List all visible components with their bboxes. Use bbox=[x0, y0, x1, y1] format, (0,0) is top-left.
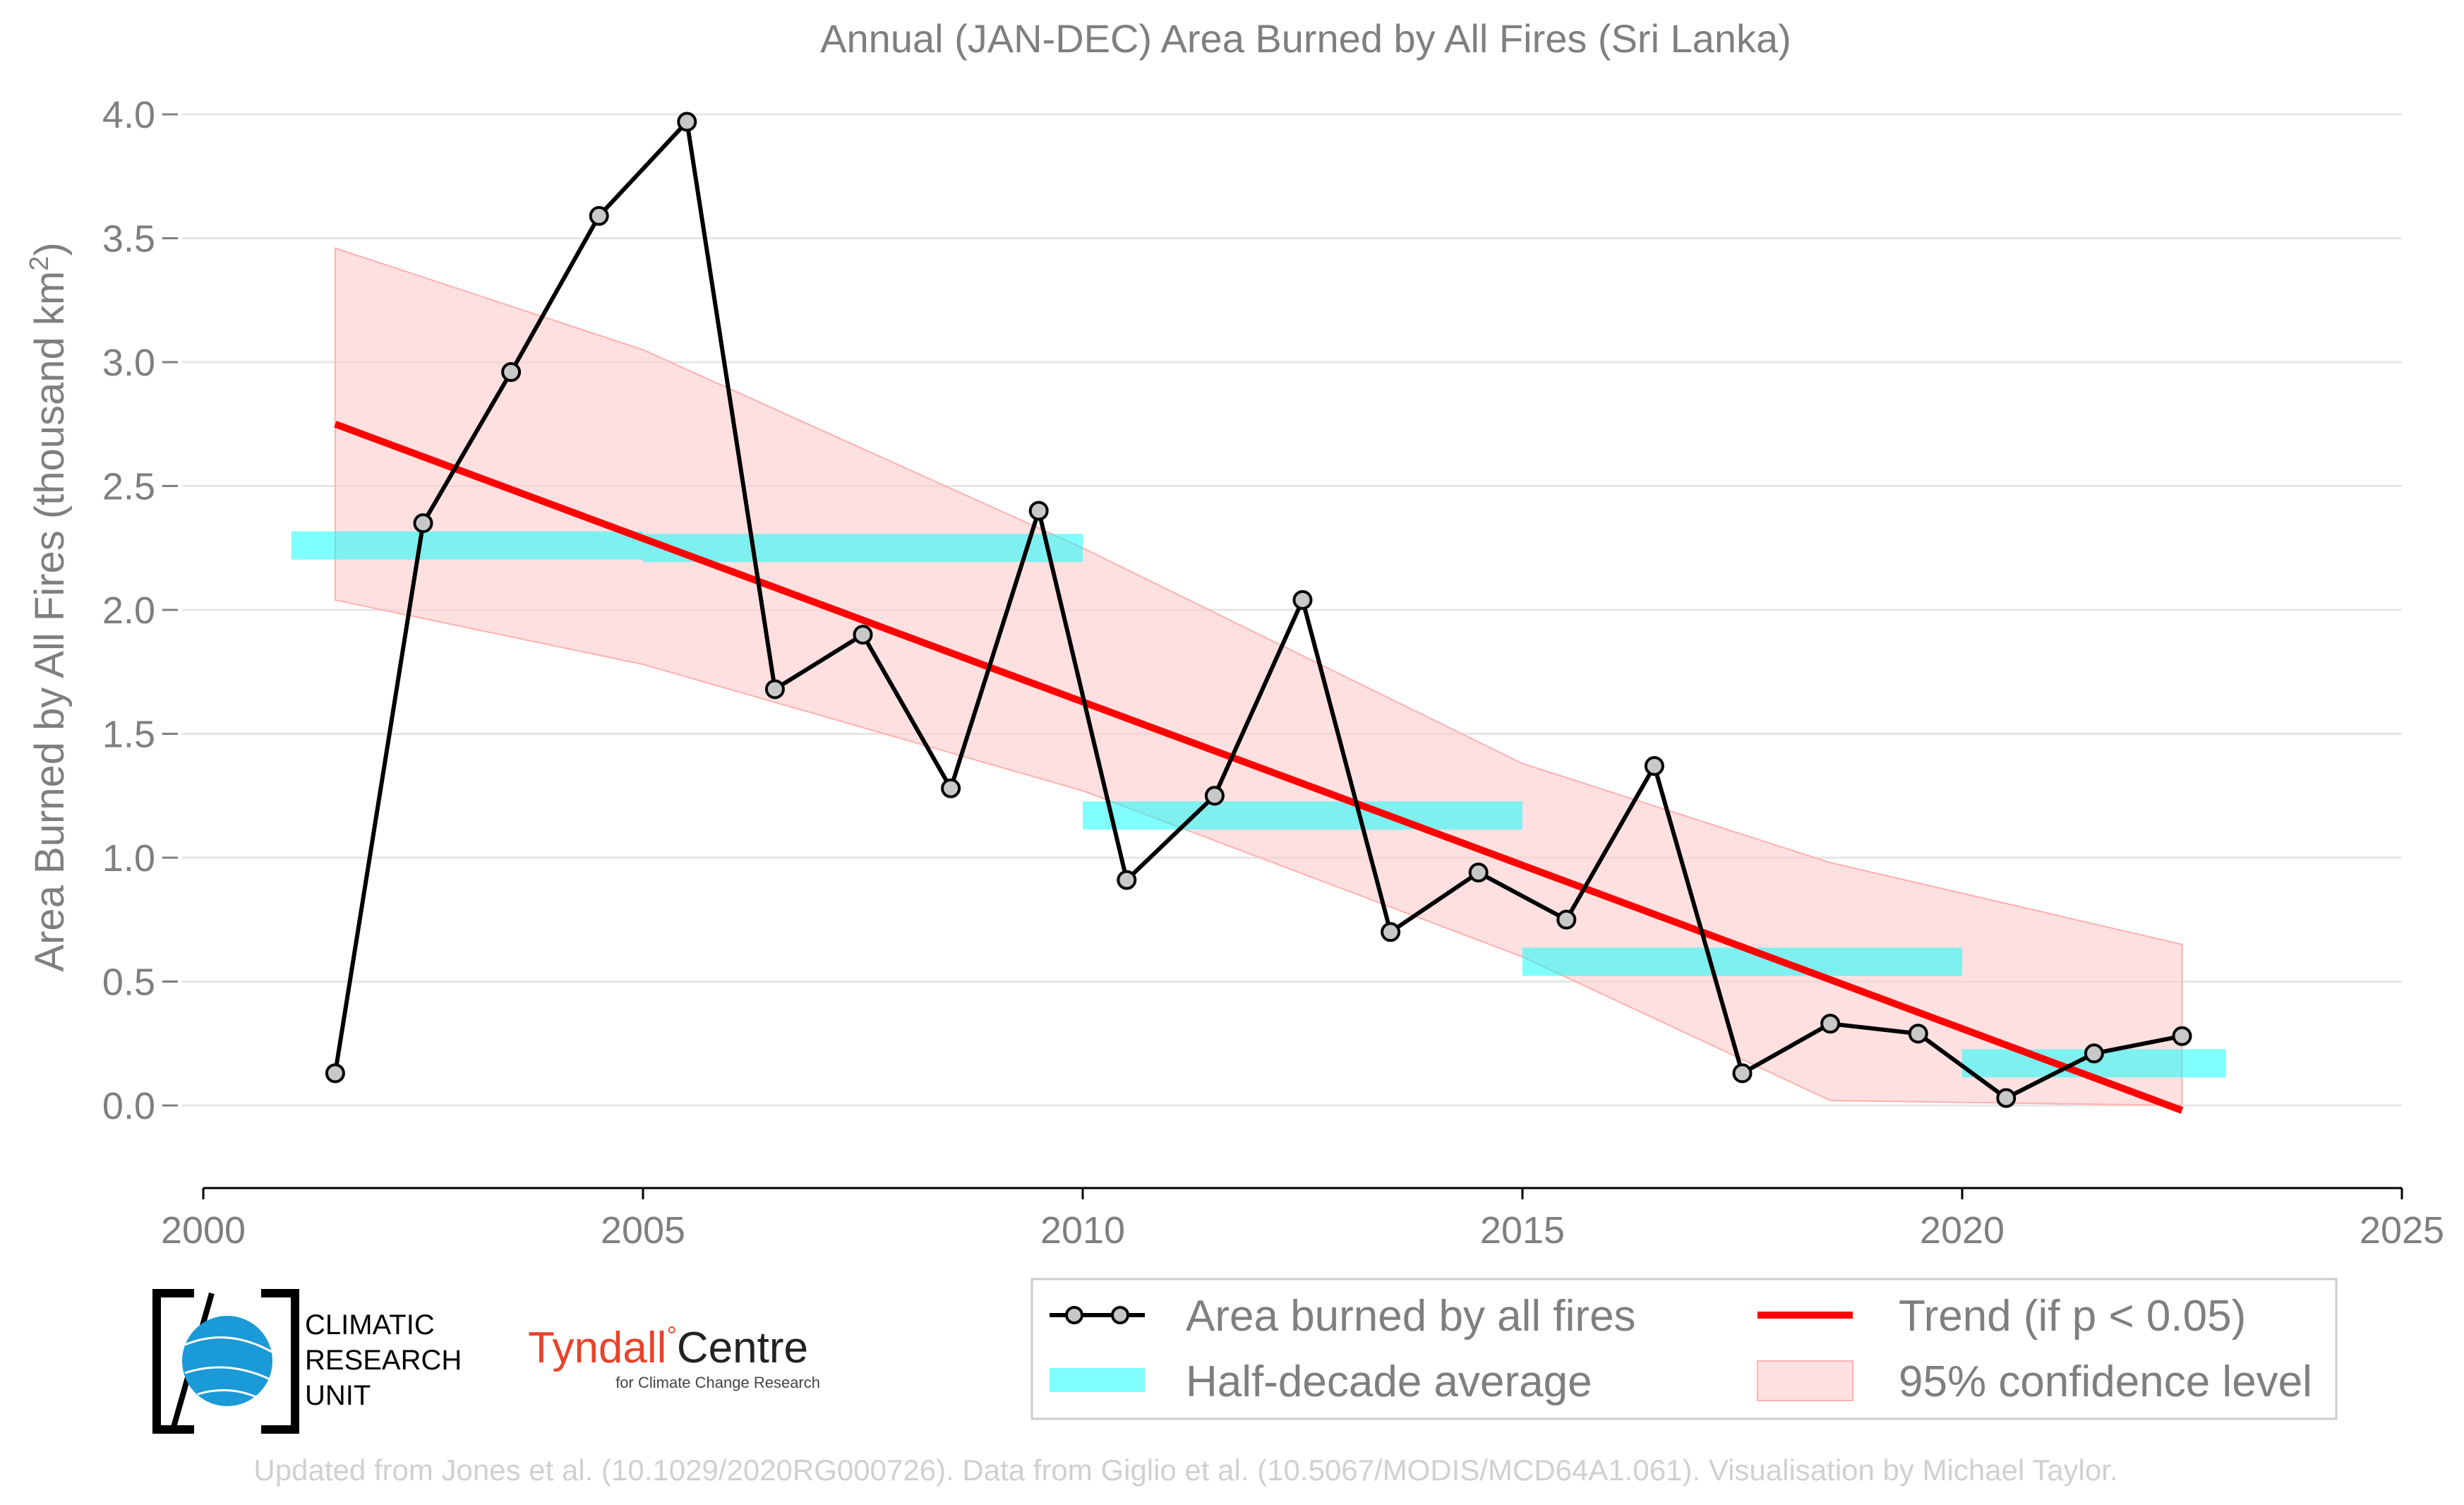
data-point bbox=[1820, 1014, 1841, 1034]
data-point bbox=[2084, 1043, 2104, 1064]
x-tick-label: 2015 bbox=[1480, 1209, 1565, 1252]
data-point bbox=[677, 112, 697, 132]
cru-logo: CLIMATIC RESEARCH UNIT bbox=[152, 1289, 462, 1434]
legend-label-area-burned: Area burned by all fires bbox=[1186, 1292, 1636, 1341]
legend-label-confidence: 95% confidence level bbox=[1899, 1357, 2312, 1406]
legend-marker-left bbox=[1065, 1306, 1083, 1324]
confidence-band-layer bbox=[334, 247, 2183, 1107]
data-point bbox=[1028, 500, 1049, 521]
data-point bbox=[2172, 1026, 2192, 1046]
data-point bbox=[413, 513, 433, 534]
cru-text-line-2: RESEARCH bbox=[305, 1345, 462, 1376]
y-tick-label: 0.5 bbox=[102, 961, 155, 1004]
data-point bbox=[501, 362, 522, 383]
y-tick-label: 4.0 bbox=[102, 94, 155, 136]
y-axis-label-main: Area Burned by All Fires (thousand km bbox=[27, 271, 73, 972]
y-axis-label: Area Burned by All Fires (thousand km2) bbox=[25, 242, 73, 971]
half-decade-bar bbox=[1083, 801, 1522, 830]
x-tick-label: 2000 bbox=[161, 1209, 246, 1252]
data-point bbox=[1644, 756, 1664, 777]
data-point bbox=[1468, 863, 1489, 883]
legend-label-trend: Trend (if p < 0.05) bbox=[1899, 1292, 2246, 1341]
cru-globe-icon bbox=[182, 1316, 272, 1406]
y-tick-label: 2.0 bbox=[102, 589, 155, 632]
y-axis-label-superscript: 2 bbox=[25, 256, 54, 271]
confidence-band bbox=[334, 247, 2183, 1107]
y-axis-label-close: ) bbox=[27, 242, 73, 256]
data-point bbox=[325, 1063, 345, 1084]
data-point bbox=[1381, 922, 1401, 942]
data-point bbox=[1908, 1024, 1928, 1044]
legend-label-half-decade: Half-decade average bbox=[1186, 1357, 1592, 1406]
data-point bbox=[853, 625, 873, 645]
area-burned-series-layer bbox=[325, 112, 2192, 1108]
y-tick-label: 1.5 bbox=[102, 714, 155, 756]
cru-text-line-1: CLIMATIC bbox=[305, 1309, 435, 1341]
half-decade-layer bbox=[291, 531, 2226, 1078]
x-tick-label: 2025 bbox=[2360, 1209, 2444, 1252]
half-decade-bar bbox=[643, 534, 1083, 563]
chart-title: Annual (JAN-DEC) Area Burned by All Fire… bbox=[820, 16, 1791, 61]
y-tick-label: 2.5 bbox=[102, 466, 155, 508]
data-point bbox=[941, 778, 961, 798]
y-tick-label: 0.0 bbox=[102, 1085, 155, 1127]
area-burned-line bbox=[332, 119, 2183, 1101]
data-point bbox=[1556, 909, 1577, 930]
x-tick-label: 2005 bbox=[601, 1209, 685, 1252]
y-axis: 0.0 0.5 1.0 1.5 2.0 2.5 3.0 3.5 4.0 bbox=[102, 94, 178, 1127]
data-point bbox=[589, 205, 609, 226]
x-tick-label: 2010 bbox=[1040, 1209, 1125, 1252]
tyndall-degree: ° bbox=[666, 1321, 676, 1350]
trend-line bbox=[334, 421, 2184, 1114]
cru-text-line-3: UNIT bbox=[305, 1380, 371, 1411]
tyndall-logo: Tyndall°Centre for Climate Change Resear… bbox=[528, 1321, 820, 1391]
legend: Area burned by all fires Trend (if p < 0… bbox=[1030, 1278, 2338, 1420]
data-point bbox=[1996, 1088, 2017, 1108]
y-tick-label: 1.0 bbox=[102, 837, 155, 880]
y-tick-label: 3.5 bbox=[102, 218, 155, 260]
data-point bbox=[1292, 589, 1313, 610]
cru-globe-lines bbox=[184, 1336, 272, 1403]
data-point bbox=[764, 679, 785, 700]
legend-confidence-symbol bbox=[1757, 1360, 1853, 1401]
x-tick-label: 2020 bbox=[1920, 1209, 2005, 1252]
credit-line: Updated from Jones et al. (10.1029/2020R… bbox=[253, 1453, 2117, 1487]
legend-half-decade-symbol bbox=[1050, 1368, 1145, 1392]
legend-box bbox=[1030, 1278, 2338, 1420]
y-tick-label: 3.0 bbox=[102, 342, 155, 384]
tyndall-logo-text: Tyndall°Centre bbox=[528, 1321, 808, 1372]
tyndall-subtitle: for Climate Change Research bbox=[615, 1374, 820, 1391]
half-decade-bar bbox=[1522, 947, 1962, 976]
cru-logo-bracket-right bbox=[261, 1289, 299, 1434]
half-decade-bar bbox=[291, 531, 643, 560]
data-point bbox=[1732, 1063, 1753, 1084]
data-point bbox=[1204, 786, 1225, 806]
legend-marker-right bbox=[1111, 1306, 1129, 1324]
tyndall-centre: Centre bbox=[677, 1324, 808, 1372]
x-axis: 2000 2005 2010 2015 2020 2025 bbox=[161, 1187, 2444, 1252]
data-point bbox=[1117, 870, 1137, 890]
trend-layer bbox=[334, 421, 2184, 1114]
tyndall-name: Tyndall bbox=[528, 1324, 666, 1372]
